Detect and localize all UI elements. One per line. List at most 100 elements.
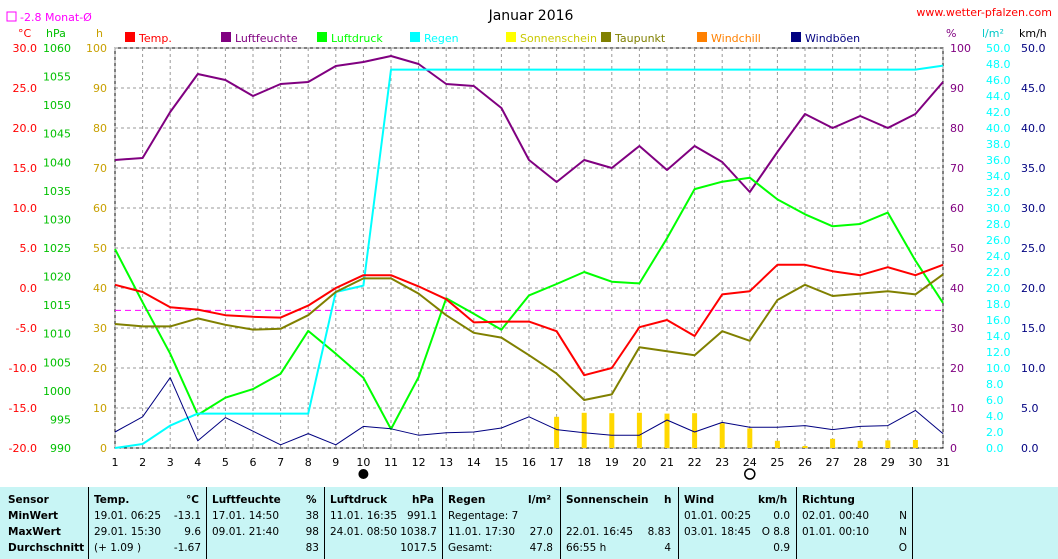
max-pres-value: 1038.7 [400, 526, 437, 538]
legend-label: Regen [424, 32, 459, 45]
pressure-axis-tick: 1055 [43, 71, 71, 84]
legend-swatch [791, 32, 801, 42]
x-axis-tick: 3 [167, 456, 174, 469]
rain-axis-tick: 8.0 [986, 378, 1004, 391]
min-dir-value: N [899, 510, 907, 522]
wind-axis-tick: 20.0 [1021, 282, 1046, 295]
legend-label: Sonnenschein [520, 32, 597, 45]
statistics-table: Sensor Temp. °C Luftfeuchte % Luftdruck … [0, 487, 1058, 559]
x-axis-tick: 1 [112, 456, 119, 469]
rain-axis-tick: 40.0 [986, 122, 1011, 135]
min-wind-time: 01.01. 00:25 [684, 510, 751, 522]
x-axis-tick: 5 [222, 456, 229, 469]
min-pres-value: 991.1 [406, 510, 437, 522]
max-dir-time: 01.01. 00:10 [802, 526, 869, 538]
header-humidity: Luftfeuchte [212, 494, 281, 506]
series-line-luftdruck [114, 176, 944, 431]
rain-axis-tick: 38.0 [986, 138, 1011, 151]
series-line-luftfeuchte [114, 55, 944, 193]
sun-axis-tick: 80 [93, 122, 107, 135]
sunshine-bar [609, 413, 615, 448]
wind-axis-tick: 10.0 [1021, 362, 1046, 375]
temp-unit-label: °C [18, 27, 32, 40]
rain-axis-tick: 44.0 [986, 90, 1011, 103]
min-hum-time: 17.01. 14:50 [212, 510, 279, 522]
x-axis-tick: 28 [853, 456, 867, 469]
humidity-axis-tick: 30 [950, 322, 964, 335]
min-temp-time: 19.01. 06:25 [94, 510, 161, 522]
legend-label: Luftfeuchte [235, 32, 298, 45]
humidity-axis-tick: 10 [950, 402, 964, 415]
row-label-min: MinWert [8, 510, 59, 522]
legend-swatch [125, 32, 135, 42]
sunshine-bar [554, 416, 560, 448]
sunshine-bar [802, 446, 808, 448]
x-axis-tick: 27 [826, 456, 840, 469]
rain-days: Regentage: 7 [448, 510, 519, 522]
rain-axis-tick: 32.0 [986, 186, 1011, 199]
x-axis-tick: 21 [660, 456, 674, 469]
wind-axis-tick: 15.0 [1021, 322, 1046, 335]
avg-wind-value: 0.9 [773, 542, 790, 554]
sun-axis-tick: 10 [93, 402, 107, 415]
sun-axis-tick: 70 [93, 162, 107, 175]
sunshine-bar [912, 440, 918, 448]
monthly-average-label: -2.8 Monat-Ø [20, 11, 92, 24]
rain-axis-tick: 22.0 [986, 266, 1011, 279]
rain-axis-tick: 4.0 [986, 410, 1004, 423]
sun-axis-tick: 90 [93, 82, 107, 95]
sun-avg-value: 4 [664, 542, 671, 554]
rain-axis-tick: 48.0 [986, 58, 1011, 71]
pressure-axis-tick: 1020 [43, 271, 71, 284]
sun-axis-tick: 20 [93, 362, 107, 375]
avg-hum-value: 83 [305, 542, 319, 554]
pressure-axis-tick: 1025 [43, 242, 71, 255]
temp-axis-tick: 10.0 [13, 202, 38, 215]
pressure-axis-tick: 1005 [43, 356, 71, 369]
temp-axis-tick: -20.0 [9, 442, 37, 455]
max-rain-time: 11.01. 17:30 [448, 526, 515, 538]
temp-axis-tick: -15.0 [9, 402, 37, 415]
x-axis-tick: 2 [139, 456, 146, 469]
temp-axis-tick: 0.0 [20, 282, 38, 295]
series-line-windben [114, 377, 944, 446]
wind-axis-tick: 5.0 [1021, 402, 1039, 415]
avg-pres-value: 1017.5 [400, 542, 437, 554]
min-wind-value: 0.0 [773, 510, 790, 522]
temp-axis-tick: 25.0 [13, 82, 38, 95]
humidity-axis-tick: 60 [950, 202, 964, 215]
x-axis-tick: 11 [384, 456, 398, 469]
max-hum-time: 09.01. 21:40 [212, 526, 279, 538]
max-wind-value: O 8.8 [761, 526, 790, 538]
x-axis-tick: 31 [936, 456, 950, 469]
sunshine-bar [719, 423, 725, 448]
max-wind-time: 03.01. 18:45 [684, 526, 751, 538]
x-axis-tick: 25 [770, 456, 784, 469]
header-humidity-unit: % [306, 494, 317, 506]
temp-axis-tick: -5.0 [16, 322, 37, 335]
monthly-average-swatch [6, 11, 17, 22]
humidity-unit-label: % [946, 27, 956, 40]
rain-axis-tick: 26.0 [986, 234, 1011, 247]
min-hum-value: 38 [305, 510, 319, 522]
header-direction: Richtung [802, 494, 855, 506]
sunshine-bar [830, 438, 836, 448]
header-sunshine-unit: h [664, 494, 672, 506]
pressure-axis-tick: 1030 [43, 213, 71, 226]
rain-axis-tick: 0.0 [986, 442, 1004, 455]
rain-total-value: 47.8 [529, 542, 553, 554]
x-axis-tick: 9 [332, 456, 339, 469]
min-temp-value: -13.1 [173, 510, 201, 522]
header-pressure-unit: hPa [412, 494, 434, 506]
temp-axis-tick: 20.0 [13, 122, 38, 135]
max-temp-value: 9.6 [184, 526, 201, 538]
rain-axis-tick: 50.0 [986, 42, 1011, 55]
legend-swatch [317, 32, 327, 42]
sunshine-bar [692, 413, 698, 448]
sunshine-bar [774, 440, 780, 448]
sun-unit-label: h [96, 27, 103, 40]
rain-axis-tick: 2.0 [986, 426, 1004, 439]
humidity-axis-tick: 20 [950, 362, 964, 375]
rain-axis-tick: 34.0 [986, 170, 1011, 183]
max-temp-time: 29.01. 15:30 [94, 526, 161, 538]
